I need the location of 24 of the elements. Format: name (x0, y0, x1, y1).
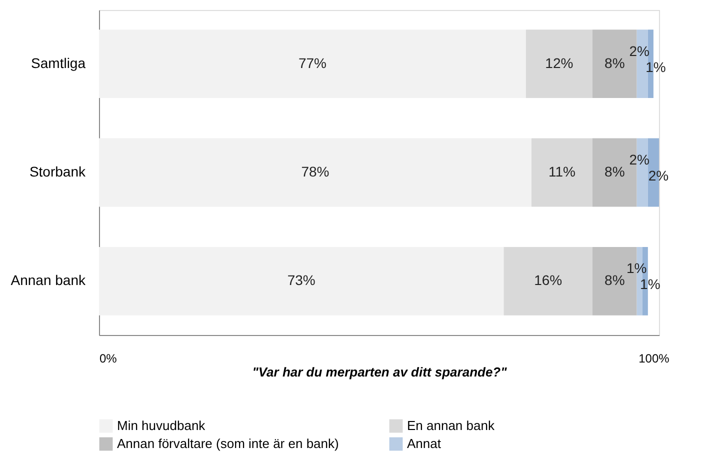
data-label: 12% (545, 54, 574, 71)
x-tick-label: 0% (100, 352, 118, 366)
data-label: 16% (534, 272, 562, 288)
data-label: 8% (604, 164, 625, 180)
data-label: 8% (604, 272, 625, 288)
data-label: 1% (640, 276, 660, 292)
data-label: 73% (287, 272, 316, 288)
y-tick-label: Samtliga (31, 54, 86, 71)
y-tick-label: Storbank (29, 164, 86, 180)
data-label: 1% (646, 58, 666, 75)
legend-label: Annan förvaltare (som inte är en bank) (117, 436, 339, 451)
x-axis-title: "Var har du merparten av ditt sparande?" (252, 364, 508, 380)
y-tick-label: Annan bank (10, 272, 86, 288)
x-tick-label: 100% (638, 352, 670, 366)
legend-label: En annan bank (407, 418, 495, 433)
legend-label: Annat (407, 436, 442, 451)
data-label: 1% (626, 260, 647, 276)
data-label: 2% (629, 42, 650, 59)
legend-label: Min huvudbank (117, 418, 206, 433)
data-label: 2% (629, 152, 650, 168)
data-label: 77% (298, 54, 326, 71)
data-label: 8% (604, 54, 625, 71)
data-label: 11% (548, 164, 576, 180)
data-label: 78% (301, 164, 330, 180)
